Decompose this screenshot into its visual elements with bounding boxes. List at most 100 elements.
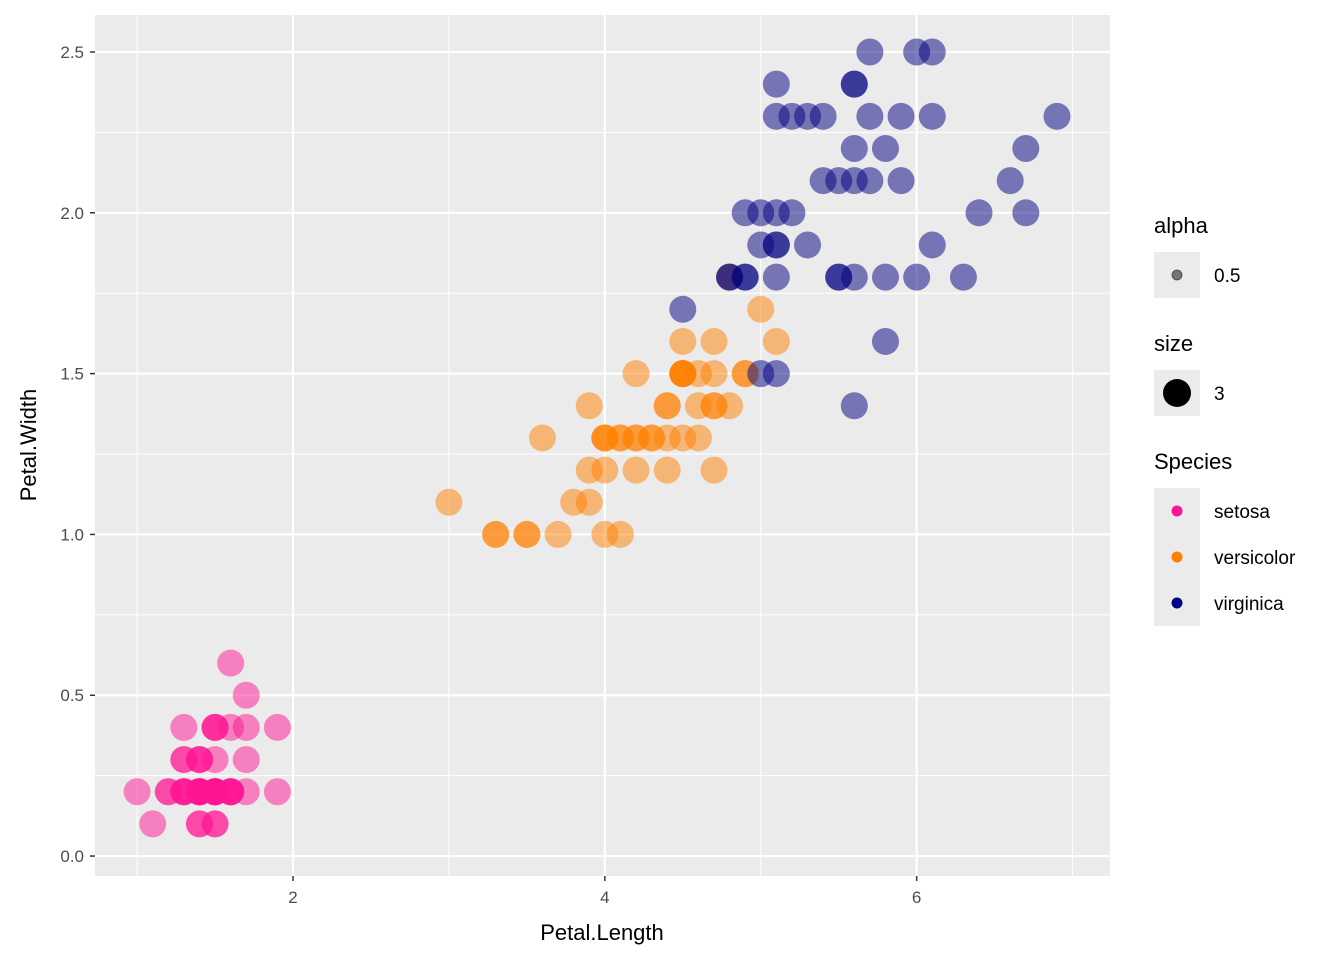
point-virginica xyxy=(825,263,853,291)
point-virginica xyxy=(731,199,759,227)
x-tick-label: 6 xyxy=(912,888,921,907)
point-versicolor xyxy=(669,327,697,355)
point-virginica xyxy=(887,167,915,195)
point-virginica xyxy=(1043,102,1071,130)
grid-minor xyxy=(95,15,1110,876)
point-virginica xyxy=(669,295,697,323)
point-virginica xyxy=(949,263,977,291)
point-versicolor xyxy=(669,360,697,388)
point-versicolor xyxy=(762,327,790,355)
point-virginica xyxy=(887,102,915,130)
point-virginica xyxy=(840,167,868,195)
legend-color-dot xyxy=(1171,505,1183,517)
point-setosa xyxy=(263,713,291,741)
point-virginica xyxy=(762,263,790,291)
point-versicolor xyxy=(544,520,572,548)
legend-label: 3 xyxy=(1214,384,1225,405)
point-versicolor xyxy=(700,327,728,355)
point-versicolor xyxy=(513,520,541,548)
point-setosa xyxy=(170,713,198,741)
y-tick-label: 0.5 xyxy=(60,686,84,705)
x-tick-label: 2 xyxy=(288,888,297,907)
point-virginica xyxy=(918,231,946,259)
point-virginica xyxy=(762,360,790,388)
point-versicolor xyxy=(700,360,728,388)
point-versicolor xyxy=(684,424,712,452)
point-versicolor xyxy=(700,456,728,484)
point-setosa xyxy=(123,778,151,806)
point-virginica xyxy=(778,199,806,227)
point-setosa xyxy=(217,649,245,677)
y-tick-label: 2.5 xyxy=(60,43,84,62)
y-axis-ticks: 0.0 0.5 1.0 1.5 2.0 2.5 xyxy=(60,43,95,866)
x-tick-label: 4 xyxy=(600,888,609,907)
point-virginica xyxy=(996,167,1024,195)
point-versicolor xyxy=(653,456,681,484)
point-setosa xyxy=(201,713,229,741)
point-versicolor xyxy=(435,488,463,516)
point-virginica xyxy=(856,38,884,66)
point-versicolor xyxy=(591,456,619,484)
point-virginica xyxy=(762,70,790,98)
legend-size-dot xyxy=(1163,379,1191,407)
point-virginica xyxy=(840,392,868,420)
point-virginica xyxy=(840,134,868,162)
point-versicolor xyxy=(606,520,634,548)
point-virginica xyxy=(747,231,775,259)
point-versicolor xyxy=(747,295,775,323)
legend-alpha-dot xyxy=(1171,269,1183,281)
point-versicolor xyxy=(482,520,510,548)
y-tick-label: 2.0 xyxy=(60,204,84,223)
point-virginica xyxy=(871,327,899,355)
point-setosa xyxy=(185,746,213,774)
point-virginica xyxy=(965,199,993,227)
point-versicolor xyxy=(716,392,744,420)
legend-title: Species xyxy=(1154,449,1232,474)
point-virginica xyxy=(871,134,899,162)
point-virginica xyxy=(809,167,837,195)
point-virginica xyxy=(794,231,822,259)
point-setosa xyxy=(232,746,260,774)
point-virginica xyxy=(871,263,899,291)
point-virginica xyxy=(1012,199,1040,227)
point-virginica xyxy=(856,102,884,130)
point-virginica xyxy=(840,70,868,98)
legend-label: virginica xyxy=(1214,594,1284,615)
point-versicolor xyxy=(638,424,666,452)
legend-color-dot xyxy=(1171,597,1183,609)
point-setosa xyxy=(185,810,213,838)
point-virginica xyxy=(918,38,946,66)
point-virginica xyxy=(903,263,931,291)
point-virginica xyxy=(716,263,744,291)
y-tick-label: 1.5 xyxy=(60,365,84,384)
x-axis-title: Petal.Length xyxy=(540,920,664,945)
legend-label: setosa xyxy=(1214,502,1270,523)
legend-label: 0.5 xyxy=(1214,266,1240,287)
point-versicolor xyxy=(606,424,634,452)
point-versicolor xyxy=(684,392,712,420)
data-points xyxy=(123,38,1071,838)
point-versicolor xyxy=(528,424,556,452)
y-axis-title: Petal.Width xyxy=(16,389,41,502)
x-axis-ticks: 2 4 6 xyxy=(288,876,921,907)
legend-label: versicolor xyxy=(1214,548,1296,569)
y-tick-label: 0.0 xyxy=(60,847,84,866)
point-virginica xyxy=(1012,134,1040,162)
point-versicolor xyxy=(560,488,588,516)
legend-title: alpha xyxy=(1154,213,1209,238)
point-versicolor xyxy=(622,360,650,388)
point-setosa xyxy=(263,778,291,806)
point-versicolor xyxy=(622,456,650,484)
point-versicolor xyxy=(575,392,603,420)
point-setosa xyxy=(232,681,260,709)
legend: alpha 0.5 size 3 Species setosa versicolor virg… xyxy=(1154,213,1296,626)
point-setosa xyxy=(139,810,167,838)
point-setosa xyxy=(185,778,213,806)
point-virginica xyxy=(918,102,946,130)
point-virginica xyxy=(809,102,837,130)
point-versicolor xyxy=(653,392,681,420)
point-virginica xyxy=(778,102,806,130)
y-tick-label: 1.0 xyxy=(60,525,84,544)
legend-color-dot xyxy=(1171,551,1183,563)
